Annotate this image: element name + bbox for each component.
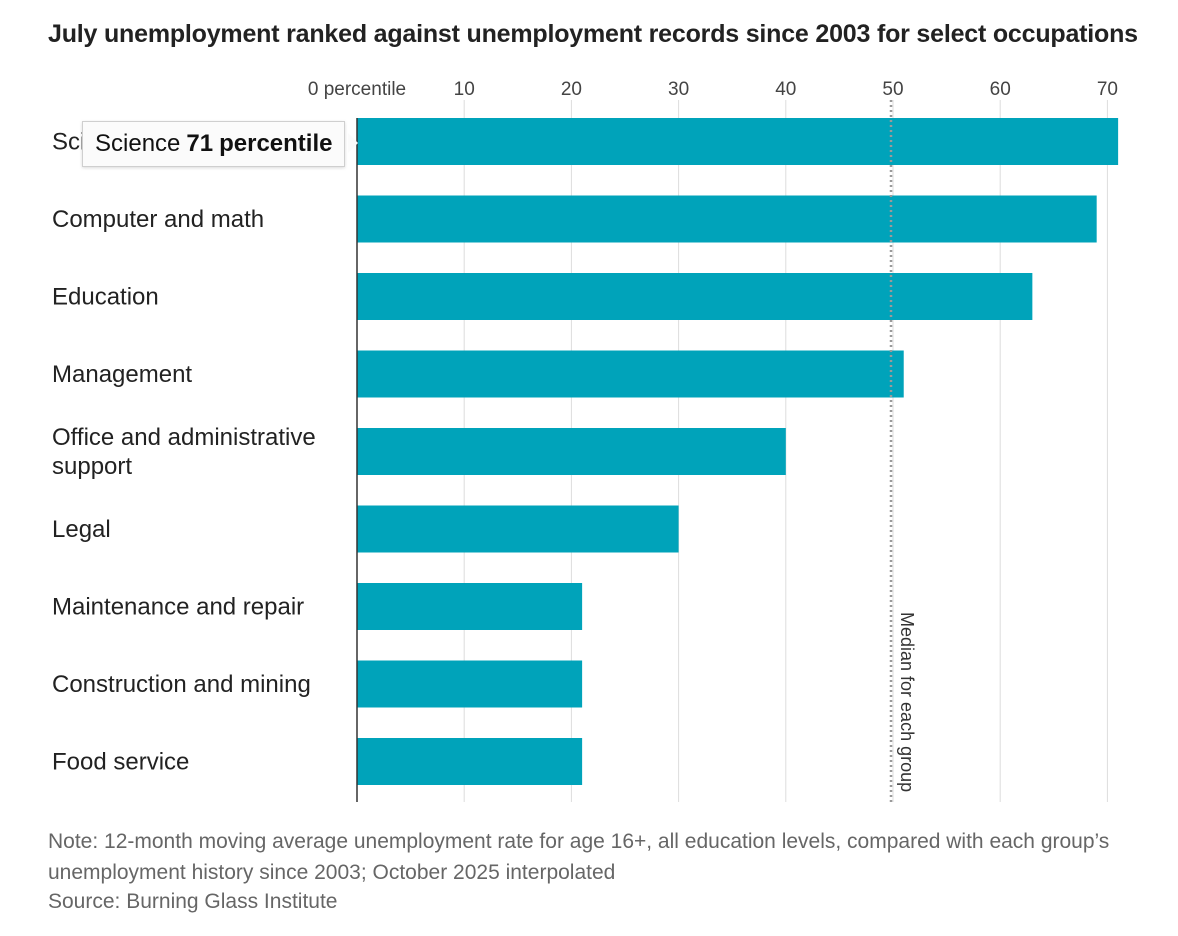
- tooltip-category: Science: [95, 130, 181, 157]
- median-label: Median for each group: [897, 612, 917, 792]
- bar[interactable]: [357, 660, 583, 708]
- bar[interactable]: [357, 195, 1097, 243]
- category-labels: Science Computer and math Education Managem…: [52, 129, 316, 776]
- bar[interactable]: [357, 273, 1033, 320]
- median-reference: Median for each group: [889, 100, 917, 802]
- bar[interactable]: [357, 505, 679, 553]
- x-tick-label: 0 percentile: [308, 79, 406, 100]
- bar[interactable]: [357, 350, 904, 398]
- x-tick-label: 20: [561, 79, 582, 100]
- tooltip-pointer: [348, 133, 358, 153]
- bar-tooltip: Science 71 percentile: [82, 121, 346, 167]
- bar[interactable]: [357, 583, 583, 630]
- x-tick-label: 30: [668, 79, 689, 100]
- bar[interactable]: [357, 428, 786, 475]
- x-tick-label: 60: [990, 79, 1011, 100]
- tooltip-value: 71: [186, 130, 214, 157]
- bar[interactable]: [357, 738, 583, 785]
- bars: [357, 118, 1119, 785]
- x-tick-label: 50: [882, 79, 903, 100]
- category-label: Construction and mining: [52, 671, 311, 698]
- chart-title: July unemployment ranked against unemplo…: [48, 20, 1138, 48]
- category-label: Computer and math: [52, 206, 264, 233]
- category-label: Education: [52, 284, 159, 311]
- x-tick-label: 10: [454, 79, 475, 100]
- x-axis-ticks: 0 percentile 10 20 30 40 50 60 70: [308, 79, 1118, 802]
- category-label: Office and administrative support: [52, 424, 316, 480]
- x-tick-label: 70: [1097, 79, 1118, 100]
- chart-note: Note: 12-month moving average unemployme…: [48, 830, 1110, 884]
- category-label: Management: [52, 361, 192, 388]
- category-label: Maintenance and repair: [52, 594, 304, 621]
- x-tick-label: 40: [775, 79, 796, 100]
- bar[interactable]: [357, 118, 1119, 165]
- chart-source: Source: Burning Glass Institute: [48, 890, 338, 913]
- tooltip-suffix: percentile: [219, 130, 333, 157]
- bar-chart: 0 percentile 10 20 30 40 50 60 70 Science Comput…: [52, 79, 1119, 802]
- category-label: Legal: [52, 516, 111, 543]
- category-label: Food service: [52, 749, 189, 776]
